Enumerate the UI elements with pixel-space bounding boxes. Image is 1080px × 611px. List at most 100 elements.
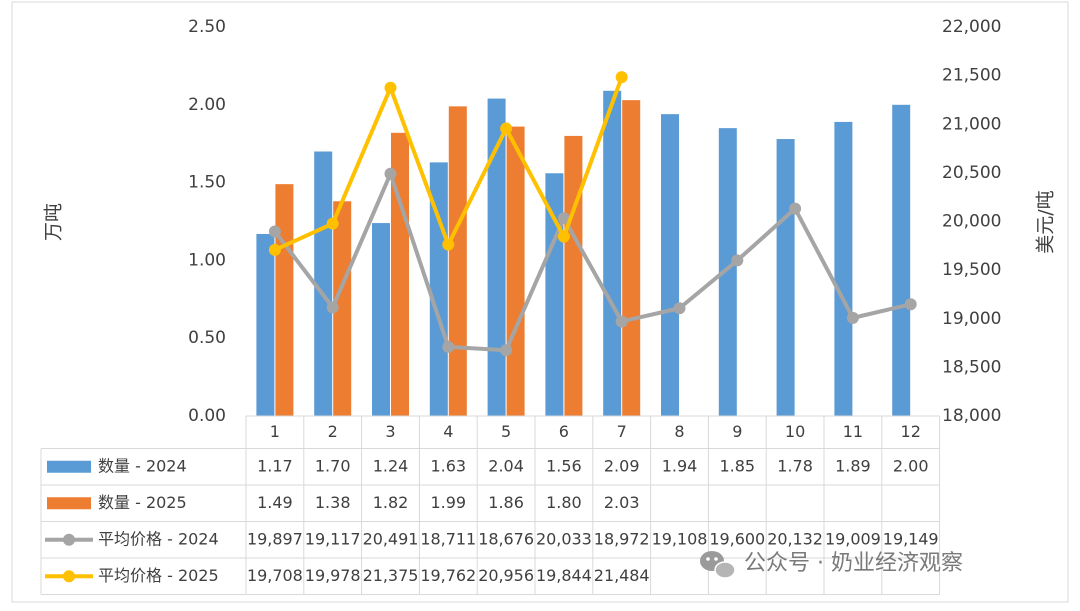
data-label: 21,484 [594,566,650,585]
point-平均价格-2024-9 [731,254,744,267]
y-right-tick-label: 22,000 [942,17,1001,37]
data-label: 19,117 [305,529,361,548]
point-平均价格-2025-1 [268,243,281,256]
x-tick-label: 11 [843,422,863,441]
x-tick-label: 2 [328,422,338,441]
y-left-tick-label: 1.50 [188,173,226,193]
point-平均价格-2024-3 [384,167,397,180]
bar-数量-2024-5 [487,98,506,417]
y-right-tick-label: 20,000 [942,212,1001,232]
line-平均价格-2024 [273,171,912,353]
x-tick-label: 3 [385,422,395,441]
y-right-tick-label: 18,000 [942,406,1001,426]
bar-数量-2025-1 [275,184,294,416]
data-label: 1.49 [257,493,293,512]
data-label: 19,708 [247,566,303,585]
data-label: 1.24 [373,456,409,475]
data-label: 1.99 [430,493,466,512]
point-平均价格-2024-2 [326,301,339,314]
data-label: 1.80 [546,493,582,512]
y-left-tick-labels: 0.00 0.50 1.00 1.50 2.00 2.50 [188,17,226,426]
point-平均价格-2025-7 [615,71,628,84]
watermark-text: 公众号 · 奶业经济观察 [744,551,963,576]
x-tick-label: 4 [443,422,453,441]
data-label: 1.78 [777,456,813,475]
x-tick-label: 1 [270,422,280,441]
bar-数量-2024-1 [256,233,275,416]
data-label: 19,149 [883,529,939,548]
y-left-tick-label: 1.00 [188,250,226,270]
data-label: 19,897 [247,529,303,548]
bar-数量-2024-3 [372,223,390,416]
bar-数量-2024-10 [776,139,795,417]
data-label: 19,600 [709,529,765,548]
wechat-icon [700,551,736,579]
point-平均价格-2024-8 [673,302,686,315]
point-平均价格-2024-6 [557,212,570,225]
data-label: 1.56 [546,456,582,475]
y-right-tick-label: 19,000 [942,309,1001,329]
line-series [268,71,917,357]
data-label: 1.70 [315,456,351,475]
y-left-tick-label: 2.00 [188,95,226,115]
point-平均价格-2025-5 [500,122,513,135]
y-right-tick-label: 20,500 [942,163,1001,183]
legend-key-marker [63,570,75,583]
data-label: 20,132 [767,529,823,548]
y-left-tick-label: 0.50 [188,328,226,348]
data-label: 21,375 [363,566,419,585]
point-平均价格-2025-6 [557,230,570,243]
data-label: 1.82 [373,493,409,512]
point-平均价格-2025-2 [326,217,339,230]
point-平均价格-2024-1 [268,225,281,238]
bar-数量-2024-7 [603,90,622,417]
data-label: 1.85 [719,456,755,475]
y-left-tick-label: 0.00 [188,406,226,426]
data-label: 19,009 [825,529,881,548]
data-label: 19,844 [536,566,592,585]
data-label: 2.04 [488,456,524,475]
data-label: 20,491 [363,529,419,548]
y-right-tick-label: 19,500 [942,260,1001,280]
bar-数量-2024-2 [314,151,333,417]
data-label: 1.94 [662,456,698,475]
watermark: 公众号 · 奶业经济观察 [700,551,963,579]
y-right-tick-label: 21,000 [942,114,1001,134]
bar-数量-2025-6 [564,135,583,417]
bar-数量-2025-4 [448,106,467,416]
data-label: 19,108 [652,529,708,548]
point-平均价格-2024-4 [442,340,455,353]
point-平均价格-2024-11 [846,311,859,324]
data-label: 1.38 [315,493,351,512]
point-平均价格-2024-5 [500,344,513,357]
point-平均价格-2025-4 [442,238,455,251]
bar-series [256,90,911,417]
bar-数量-2024-11 [834,121,853,416]
data-label: 2.09 [604,456,640,475]
x-tick-label: 5 [501,422,511,441]
legend-label: 数量 - 2025 [98,493,187,512]
bar-数量-2024-12 [892,104,911,417]
data-label: 1.17 [257,456,293,475]
bar-数量-2025-3 [391,132,409,417]
y-left-tick-label: 2.50 [188,17,226,37]
data-label: 18,972 [594,529,650,548]
data-label: 2.03 [604,493,640,512]
point-平均价格-2024-10 [789,202,802,215]
data-label: 18,676 [478,529,534,548]
x-tick-label: 6 [559,422,569,441]
y-right-tick-label: 21,500 [942,66,1001,86]
legend-key-marker [63,533,75,546]
legend-label: 平均价格 - 2025 [98,566,219,585]
legend-key [47,497,91,510]
x-tick-label: 12 [901,422,921,441]
y-right-axis-title: 美元/吨 [1035,190,1057,253]
data-label: 20,033 [536,529,592,548]
data-label: 20,956 [478,566,534,585]
point-平均价格-2025-3 [384,81,397,94]
data-label: 19,762 [420,566,476,585]
x-tick-label: 9 [732,422,742,441]
bar-数量-2024-9 [718,128,737,416]
